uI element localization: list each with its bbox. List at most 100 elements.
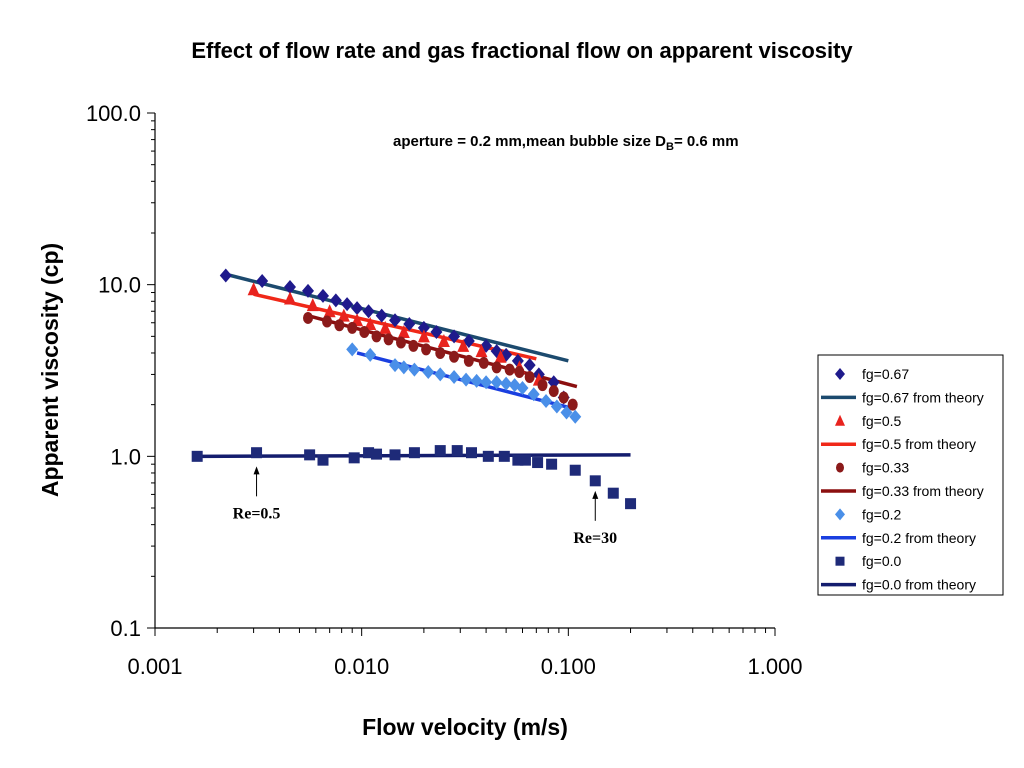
data-point [430, 324, 443, 339]
data-point [560, 405, 573, 420]
data-point [389, 313, 402, 328]
annotations-layer: Re=0.5 Re=30 [233, 466, 617, 547]
data-point [437, 333, 450, 347]
data-point [537, 379, 548, 392]
legend-symbol [835, 508, 845, 521]
data-point [523, 358, 536, 373]
data-point [463, 354, 474, 367]
data-point [417, 329, 430, 343]
data-point [498, 450, 510, 462]
axes: 100.0 10.0 1.0 0.1 0.001 0.010 0.100 1.000 [86, 101, 803, 679]
data-point [478, 356, 489, 369]
data-point [532, 457, 544, 469]
data-point [470, 373, 483, 388]
annotation-arrowhead [592, 490, 599, 499]
data-point [383, 333, 394, 346]
legend-symbol [835, 414, 845, 426]
data-point [363, 447, 375, 459]
data-point [303, 311, 314, 324]
data-point [457, 338, 470, 352]
legend-symbol [835, 556, 845, 566]
data-point [306, 298, 319, 312]
data-point [567, 398, 578, 411]
x-tick-label: 0.010 [334, 654, 389, 679]
data-point [558, 391, 569, 404]
data-point [569, 464, 581, 476]
data-point [490, 375, 503, 390]
data-point [546, 458, 558, 470]
data-point [408, 447, 420, 459]
y-tick-label: 1.0 [110, 444, 141, 469]
data-point [435, 346, 446, 359]
data-point [625, 498, 637, 510]
annotation-arrowhead [253, 466, 260, 475]
data-point [460, 372, 473, 387]
data-point [434, 445, 446, 457]
legend-symbol [836, 462, 844, 473]
data-point [348, 452, 360, 464]
data-point [434, 367, 447, 382]
legend-label: fg=0.67 [862, 366, 909, 382]
legend-label: fg=0.5 [862, 413, 902, 429]
data-point [403, 317, 416, 332]
y-axis-title: Apparent viscosity (cp) [37, 243, 63, 497]
data-point [346, 342, 359, 357]
data-point [514, 365, 525, 378]
data-point [569, 409, 582, 424]
chart-subtitle: aperture = 0.2 mm,mean bubble size DB= 0… [393, 133, 739, 153]
data-point [323, 304, 336, 318]
data-point [408, 362, 421, 377]
data-point [466, 447, 478, 459]
data-point [547, 375, 560, 390]
legend-label: fg=0.2 [862, 506, 902, 522]
data-point [317, 454, 329, 466]
data-point [337, 308, 350, 322]
data-point [396, 336, 407, 349]
data-point [524, 370, 535, 383]
data-point [480, 375, 493, 390]
data-point [359, 325, 370, 338]
data-point [607, 487, 619, 499]
legend-symbol [835, 368, 845, 380]
data-point [397, 360, 410, 375]
y-tick-label: 100.0 [86, 101, 141, 126]
data-point [251, 447, 263, 459]
data-point [304, 449, 316, 461]
data-point [448, 369, 461, 384]
legend-label: fg=0.2 from theory [862, 530, 976, 546]
data-point [540, 394, 553, 409]
legend-label: fg=0.0 from theory [862, 577, 976, 593]
data-point [548, 385, 559, 398]
data-point [417, 320, 430, 335]
data-point [371, 448, 383, 460]
data-point [389, 358, 402, 373]
data-point [351, 301, 364, 316]
data-point [451, 445, 463, 457]
data-point [379, 320, 392, 334]
data-point [302, 283, 315, 298]
data-point [371, 330, 382, 343]
data-point [422, 364, 435, 379]
legend-label: fg=0.0 [862, 553, 902, 569]
x-tick-label: 0.001 [127, 654, 182, 679]
data-point [408, 339, 419, 352]
x-tick-label: 0.100 [541, 654, 596, 679]
data-point [341, 297, 354, 312]
x-tick-label: 1.000 [747, 654, 802, 679]
y-tick-label: 10.0 [98, 273, 141, 298]
data-point [334, 319, 345, 332]
data-point [322, 315, 333, 328]
annotation-label: Re=30 [573, 530, 617, 547]
data-point [317, 288, 330, 303]
legend-label: fg=0.33 [862, 460, 909, 476]
chart-title: Effect of flow rate and gas fractional f… [191, 38, 853, 63]
y-tick-label: 0.1 [110, 616, 141, 641]
data-point [247, 282, 260, 296]
data-point [329, 293, 342, 308]
data-point [500, 376, 513, 391]
data-point [191, 450, 203, 462]
data-point [375, 308, 388, 323]
data-point [347, 321, 358, 334]
annotation-label: Re=0.5 [233, 505, 281, 522]
